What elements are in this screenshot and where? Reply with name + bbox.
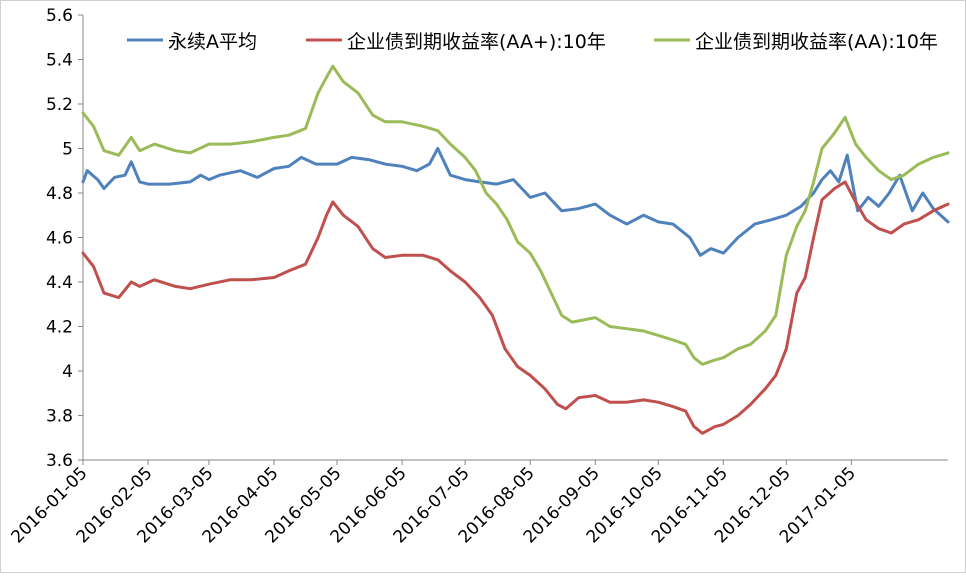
legend-entry-2: 企业债到期收益率(AA+):10年 bbox=[306, 31, 606, 53]
y-tick-label: 3.8 bbox=[46, 407, 73, 427]
y-tick-label: 5.2 bbox=[46, 95, 73, 115]
legend: 永续A平均 企业债到期收益率(AA+):10年 企业债到期收益率(AA):10年 bbox=[127, 31, 938, 53]
y-tick-label: 5 bbox=[62, 140, 73, 160]
y-tick-label: 3.6 bbox=[46, 451, 73, 471]
legend-label-1: 永续A平均 bbox=[168, 31, 257, 53]
series-line-3 bbox=[81, 64, 950, 366]
legend-entry-3: 企业债到期收益率(AA):10年 bbox=[654, 31, 938, 53]
y-tick-label: 4.4 bbox=[46, 273, 73, 293]
y-tick-label: 4.2 bbox=[46, 318, 73, 338]
legend-label-2: 企业债到期收益率(AA+):10年 bbox=[347, 31, 606, 53]
legend-label-3: 企业债到期收益率(AA):10年 bbox=[695, 31, 938, 53]
y-tick-label: 4.8 bbox=[46, 184, 73, 204]
y-tick-label: 5.6 bbox=[46, 6, 73, 26]
series-layer bbox=[81, 64, 950, 435]
y-tick-label: 4.6 bbox=[46, 229, 73, 249]
series-line-1 bbox=[81, 147, 950, 257]
y-tick-label: 5.4 bbox=[46, 51, 73, 71]
legend-entry-1: 永续A平均 bbox=[127, 31, 257, 53]
y-tick-label: 4 bbox=[62, 362, 73, 382]
series-line-2 bbox=[81, 180, 950, 435]
